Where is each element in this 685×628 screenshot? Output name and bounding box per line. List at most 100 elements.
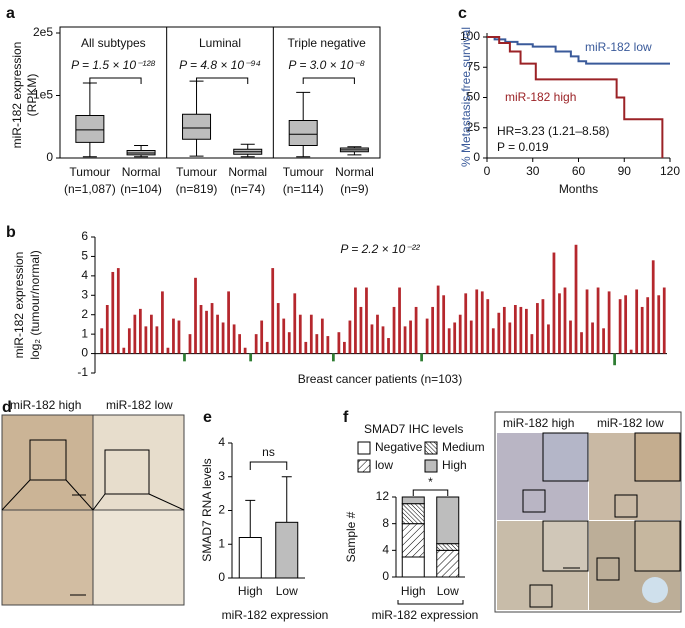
bar-segment: [401, 496, 425, 505]
bar: [508, 322, 512, 354]
y-tick-label: 0: [46, 150, 53, 164]
y-axis-label: miR-182 expression: [10, 42, 24, 149]
bar: [513, 305, 517, 354]
legend-swatch: [424, 441, 438, 455]
bar: [260, 320, 264, 354]
bar: [331, 353, 335, 362]
bar-segment: [436, 543, 460, 551]
bar: [497, 312, 501, 354]
y-tick-label: 2e5: [33, 25, 53, 39]
bar: [161, 291, 164, 354]
bar: [194, 277, 197, 354]
bar: [309, 314, 313, 354]
significance-bracket: [249, 461, 288, 470]
bar: [585, 289, 589, 354]
n-label: (n=819): [176, 182, 218, 196]
panel-letter: a: [6, 5, 15, 22]
bar: [343, 341, 346, 354]
bar: [133, 314, 137, 354]
bar: [100, 328, 104, 354]
bar: [629, 349, 633, 354]
legend-swatch: [424, 459, 438, 473]
y-tick-label: 0: [218, 570, 225, 584]
x-axis-label: Breast cancer patients (n=103): [298, 372, 462, 386]
bar-segment: [436, 549, 460, 578]
n-label: (n=114): [283, 182, 324, 196]
bar-segment: [436, 496, 460, 545]
bar: [381, 326, 385, 354]
bar: [116, 268, 120, 354]
bar: [320, 318, 324, 354]
n-label: (n=1,087): [64, 182, 116, 196]
micrograph-panel-f: [494, 411, 682, 613]
bar: [376, 314, 379, 354]
bar: [210, 303, 214, 354]
bar: [580, 332, 583, 354]
panel-letter: f: [343, 409, 349, 426]
x-tick-label: High: [238, 584, 263, 598]
bar: [552, 252, 556, 354]
bar: [348, 320, 352, 354]
y-tick-label: 50: [467, 90, 481, 104]
bar: [525, 308, 528, 354]
bar: [354, 287, 357, 354]
bar: [111, 271, 115, 354]
y-tick-label: 100: [460, 29, 480, 43]
annotation: P = 0.019: [497, 140, 549, 154]
p-value: P = 3.0 × 10⁻⁸: [288, 58, 364, 72]
y-axis-label: SMAD7 RNA levels: [200, 458, 214, 561]
bar: [238, 334, 241, 354]
bar: [127, 328, 131, 354]
bar: [425, 318, 429, 354]
bar: [249, 353, 253, 362]
y-tick-label: 8: [382, 516, 389, 530]
bar: [502, 306, 506, 354]
bar: [574, 244, 578, 354]
significance-bracket: [89, 77, 142, 84]
n-label: (n=9): [340, 182, 368, 196]
x-tick-label: Normal: [335, 165, 374, 179]
annotation: HR=3.23 (1.21–8.58): [497, 124, 609, 138]
x-tick-label: Low: [437, 584, 459, 598]
y-axis-label: log₂ (tumour/normal): [28, 250, 42, 359]
bar: [436, 285, 440, 354]
x-tick-label: High: [401, 584, 426, 598]
y-tick-label: 0: [81, 346, 88, 360]
legend-label: low: [375, 458, 393, 472]
y-tick-label: 1: [218, 536, 225, 550]
y-tick-label: 25: [467, 120, 481, 134]
plot-frame: [59, 26, 381, 159]
x-tick-label: 30: [526, 164, 540, 178]
x-tick-label: Tumour: [283, 165, 324, 179]
x-tick-label: 0: [484, 164, 491, 178]
bar: [646, 297, 650, 354]
y-tick-label: 3: [81, 287, 88, 301]
group-title: Luminal: [199, 36, 241, 50]
bar-segment: [401, 503, 425, 525]
n-label: (n=74): [230, 182, 265, 196]
bar: [365, 287, 368, 354]
y-axis-label: miR-182 expression: [12, 252, 26, 359]
y-tick-label: 3: [218, 469, 225, 483]
bar: [387, 338, 390, 354]
legend-swatch: [357, 441, 371, 455]
box: [75, 115, 105, 143]
bar: [315, 334, 319, 354]
image-label: miR-182 low: [597, 416, 664, 430]
x-axis-label: miR-182 expression: [372, 608, 479, 622]
y-axis-label: (RPKM): [25, 74, 39, 117]
bar: [486, 299, 490, 354]
bar: [431, 306, 435, 354]
bar: [475, 289, 479, 354]
annotation: ns: [262, 445, 275, 459]
y-tick-label: 1: [81, 326, 88, 340]
bar: [464, 293, 468, 354]
bar-segment: [401, 556, 425, 578]
y-tick-label: 4: [218, 435, 225, 449]
y-tick-label: 1e5: [33, 88, 53, 102]
bar: [447, 328, 451, 354]
bar: [607, 291, 611, 354]
bar: [298, 314, 302, 354]
x-axis-label: miR-182 expression: [222, 608, 329, 622]
bar: [287, 332, 291, 354]
